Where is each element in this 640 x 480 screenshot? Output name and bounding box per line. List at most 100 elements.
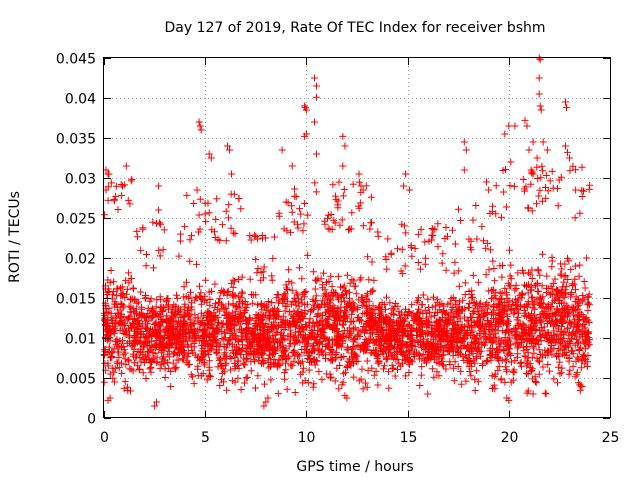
data-point — [200, 359, 208, 367]
data-point — [502, 166, 509, 173]
data-point — [576, 387, 584, 395]
data-point — [150, 264, 157, 272]
data-point-highlight — [535, 74, 543, 82]
data-point — [579, 322, 586, 330]
data-point — [450, 269, 458, 277]
data-point — [205, 371, 213, 379]
data-point — [247, 367, 255, 375]
data-point — [442, 365, 450, 373]
data-point — [504, 336, 512, 344]
data-point — [454, 363, 462, 370]
data-point — [290, 218, 298, 226]
data-point — [168, 304, 176, 312]
data-point — [537, 317, 545, 325]
data-point — [152, 342, 160, 350]
data-point — [374, 331, 382, 338]
data-point — [433, 342, 441, 350]
data-point — [226, 312, 233, 320]
data-point — [355, 178, 363, 186]
data-point — [486, 334, 494, 342]
data-point — [515, 309, 523, 317]
data-point — [438, 351, 446, 359]
data-point — [242, 344, 250, 352]
data-point — [358, 365, 366, 373]
data-point — [418, 363, 426, 371]
y-tick-label: 0.045 — [56, 52, 96, 68]
data-point — [223, 291, 231, 299]
data-point — [427, 313, 435, 321]
data-point — [231, 354, 239, 362]
data-point — [550, 375, 558, 383]
data-point — [414, 230, 422, 238]
data-point — [461, 279, 469, 287]
data-point — [343, 271, 351, 279]
data-point — [449, 352, 457, 360]
data-point — [528, 367, 536, 374]
data-point — [394, 347, 402, 355]
data-point — [307, 334, 315, 342]
data-point — [519, 176, 527, 183]
data-point — [414, 294, 422, 302]
data-point — [401, 262, 409, 270]
data-point — [573, 328, 581, 336]
data-point — [539, 167, 547, 175]
data-point — [500, 347, 508, 355]
data-point — [283, 385, 291, 393]
data-point — [520, 185, 528, 193]
data-point — [417, 225, 425, 233]
data-point — [235, 276, 243, 283]
data-point — [436, 316, 444, 324]
data-point — [415, 350, 423, 358]
data-point — [200, 337, 208, 345]
data-point — [225, 300, 233, 308]
data-point — [153, 353, 161, 361]
data-point — [573, 368, 581, 376]
data-point — [198, 347, 206, 355]
data-point — [174, 337, 182, 345]
data-point — [361, 344, 369, 352]
data-point — [149, 312, 157, 320]
data-point — [540, 323, 548, 331]
data-point — [297, 210, 305, 218]
data-point — [260, 327, 268, 335]
data-point — [281, 375, 289, 383]
data-point — [491, 372, 499, 380]
data-point — [539, 300, 547, 308]
data-point — [201, 321, 208, 329]
data-point — [335, 178, 343, 186]
data-point — [290, 357, 298, 365]
data-point — [269, 350, 277, 358]
data-point — [274, 390, 282, 398]
data-point — [338, 216, 346, 224]
data-point — [524, 387, 532, 395]
data-point-highlight — [460, 166, 468, 174]
data-point-highlight — [224, 142, 231, 150]
data-point — [383, 353, 390, 361]
y-tick-label: 0.01 — [65, 332, 96, 348]
data-point — [148, 357, 156, 365]
data-point — [311, 361, 319, 369]
data-point — [351, 282, 359, 290]
data-point — [497, 213, 505, 221]
data-point — [311, 323, 318, 331]
data-point — [176, 237, 184, 245]
data-point — [331, 377, 339, 385]
data-point-highlight — [262, 398, 270, 406]
data-point — [498, 273, 506, 281]
data-point — [284, 332, 292, 340]
data-point — [338, 381, 346, 389]
data-point — [583, 329, 591, 337]
data-point — [464, 332, 472, 340]
data-point — [575, 272, 583, 280]
data-point — [423, 359, 430, 367]
data-point — [395, 308, 403, 316]
data-point — [469, 340, 477, 348]
data-point — [337, 303, 345, 311]
data-point — [215, 356, 223, 364]
data-point — [267, 376, 275, 384]
data-point — [126, 200, 134, 208]
data-point — [423, 338, 431, 346]
data-point — [190, 200, 198, 207]
data-point — [122, 277, 130, 285]
data-point — [543, 320, 551, 327]
